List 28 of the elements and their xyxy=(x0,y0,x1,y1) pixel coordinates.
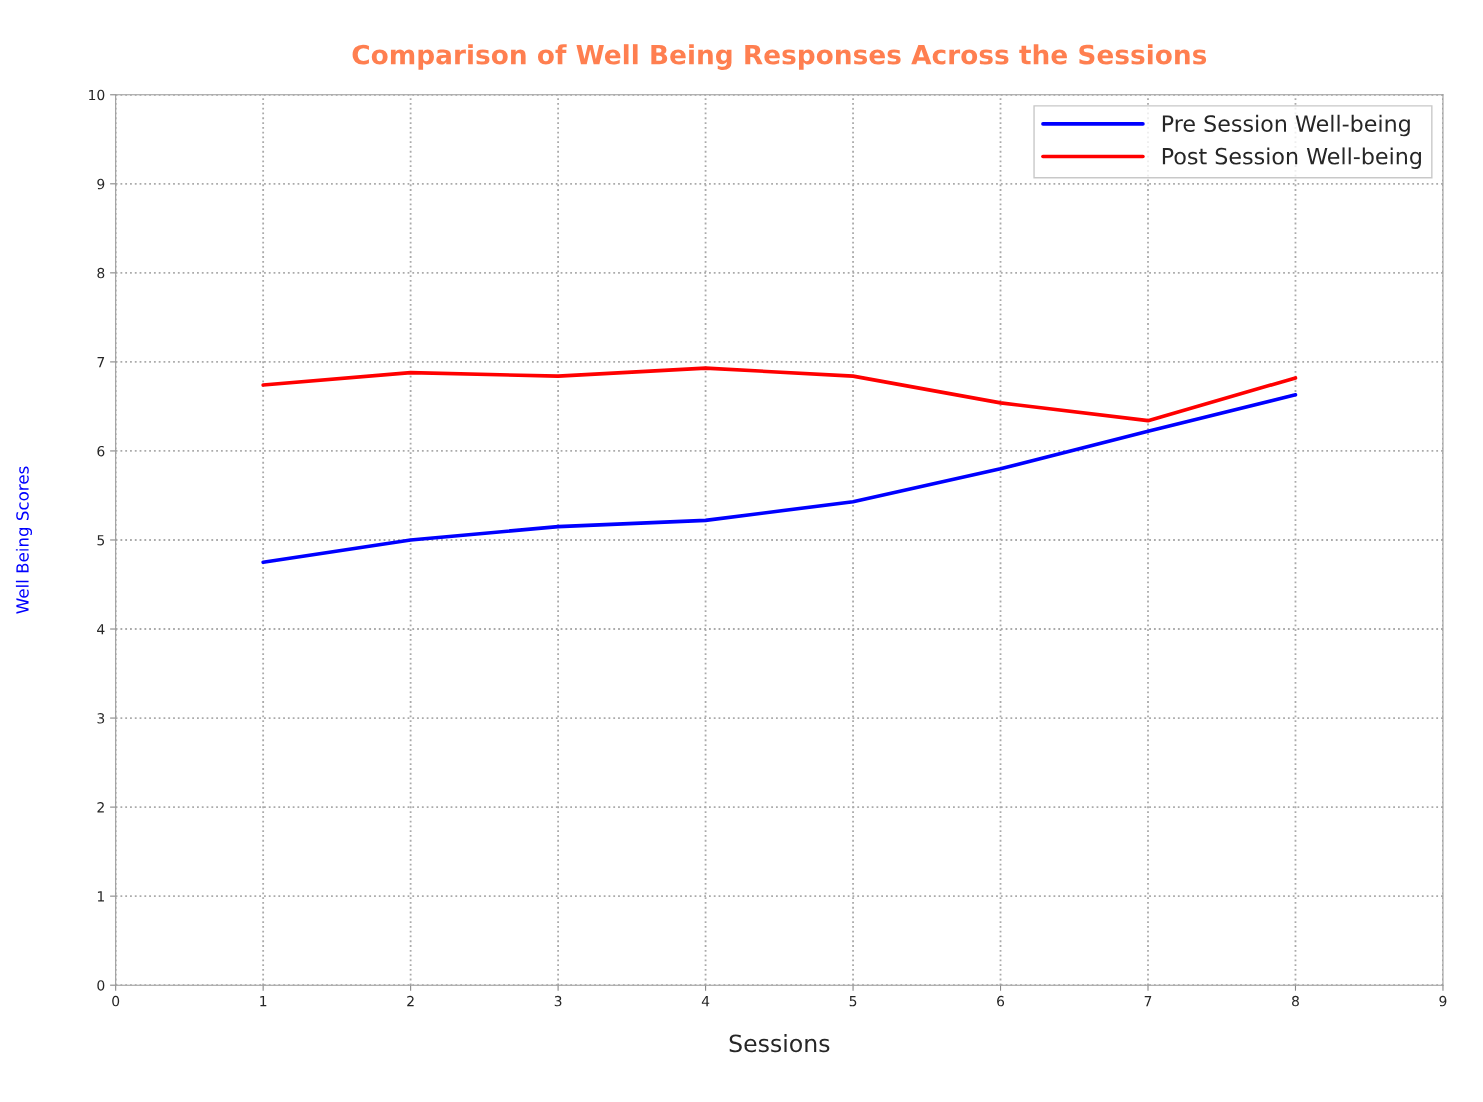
x-tick-label: 6 xyxy=(997,995,1005,1007)
y-tick-label: 3 xyxy=(97,713,105,724)
x-tick-label: 8 xyxy=(1292,995,1299,1007)
y-tick-label: 8 xyxy=(97,267,105,279)
y-tick-label: 7 xyxy=(97,357,105,368)
y-tick-label: 0 xyxy=(97,980,105,991)
legend-label: Pre Session Well-being xyxy=(1162,114,1410,137)
y-tick-label: 9 xyxy=(97,178,105,190)
line-series xyxy=(261,366,1298,423)
x-tick-label: 1 xyxy=(260,996,267,1007)
y-axis-title: Well Being Scores xyxy=(15,466,33,614)
y-tick-label: 1 xyxy=(97,891,104,902)
line-series xyxy=(261,393,1298,565)
x-tick-label: 4 xyxy=(701,996,710,1007)
y-tick-label: 4 xyxy=(97,624,105,635)
chart-title: Comparison of Well Being Responses Across the Sessions xyxy=(352,44,1207,70)
y-tick-label: 6 xyxy=(97,445,105,457)
x-axis-title: Sessions xyxy=(729,1034,830,1053)
x-tick-label: 2 xyxy=(407,995,414,1007)
x-tick-label: 3 xyxy=(554,995,562,1007)
y-tick-label: 5 xyxy=(97,535,105,546)
x-tick-label: 7 xyxy=(1144,996,1152,1007)
x-tick-label: 9 xyxy=(1439,995,1447,1007)
y-tick-label: 2 xyxy=(97,802,104,813)
y-tick-label: 10 xyxy=(89,89,105,101)
x-tick-label: 0 xyxy=(112,995,120,1007)
x-tick-label: 5 xyxy=(849,996,857,1007)
legend-label: Post Session Well-being xyxy=(1162,147,1421,169)
